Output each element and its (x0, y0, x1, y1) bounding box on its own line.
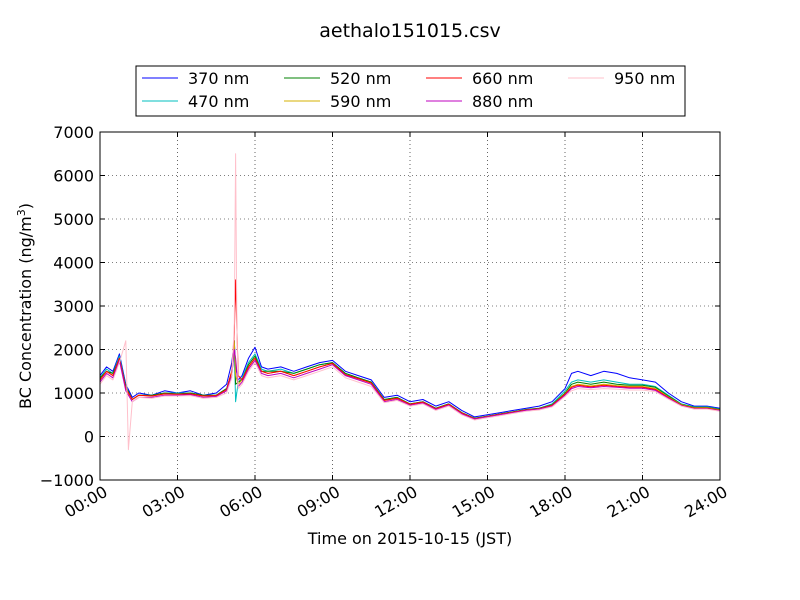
y-tick-label: −1000 (40, 471, 94, 490)
grid (100, 132, 720, 480)
x-tick-labels: 00:00 03:00 06:00 09:00 12:00 15:00 18:00 21:00… (61, 482, 730, 522)
series-line-950-nm (99, 153, 721, 451)
y-axis-label-superscript: 3 (15, 209, 28, 216)
y-tick-label: 4000 (53, 254, 94, 273)
x-tick-label: 12:00 (371, 482, 420, 522)
y-tick-label: 1000 (53, 384, 94, 403)
chart-title: aethalo151015.csv (319, 20, 501, 42)
legend-label: 660 nm (472, 69, 533, 88)
x-tick-label: 06:00 (216, 482, 265, 522)
series-line-370-nm (99, 340, 721, 418)
series-line-470-nm (99, 349, 721, 419)
legend-label: 370 nm (188, 69, 249, 88)
y-tick-label: 2000 (53, 341, 94, 360)
x-tick-label: 03:00 (139, 482, 188, 522)
series-line-880-nm (99, 349, 721, 420)
y-tick-labels: −1000 0 1000 2000 3000 4000 5000 6000 7000 (40, 123, 94, 490)
legend-label: 950 nm (614, 69, 675, 88)
y-tick-label: 0 (84, 428, 94, 447)
legend-label: 470 nm (188, 92, 249, 111)
y-axis-label-main: BC Concentration (ng/m (16, 216, 35, 409)
x-tick-label: 15:00 (449, 482, 498, 522)
x-tick-label: 24:00 (681, 482, 730, 522)
series-line-520-nm (99, 344, 721, 419)
y-tick-label: 5000 (53, 210, 94, 229)
y-tick-label: 3000 (53, 297, 94, 316)
x-axis-label: Time on 2015-10-15 (JST) (307, 529, 512, 548)
x-tick-label: 21:00 (604, 482, 653, 522)
y-tick-label: 7000 (53, 123, 94, 142)
legend-label: 520 nm (330, 69, 391, 88)
x-tick-label: 09:00 (294, 482, 343, 522)
legend-label: 880 nm (472, 92, 533, 111)
x-tick-label: 18:00 (526, 482, 575, 522)
y-tick-label: 6000 (53, 167, 94, 186)
ticks (99, 131, 721, 481)
y-axis-label: BC Concentration (ng/m3) (15, 203, 35, 409)
legend-label: 590 nm (330, 92, 391, 111)
legend-box (135, 65, 686, 117)
legend: 370 nm 470 nm 520 nm 590 nm 660 nm 880 nm 950 … (135, 65, 686, 117)
y-axis-label-close: ) (16, 203, 35, 209)
series-group (99, 153, 721, 451)
series-line-660-nm (99, 279, 721, 420)
